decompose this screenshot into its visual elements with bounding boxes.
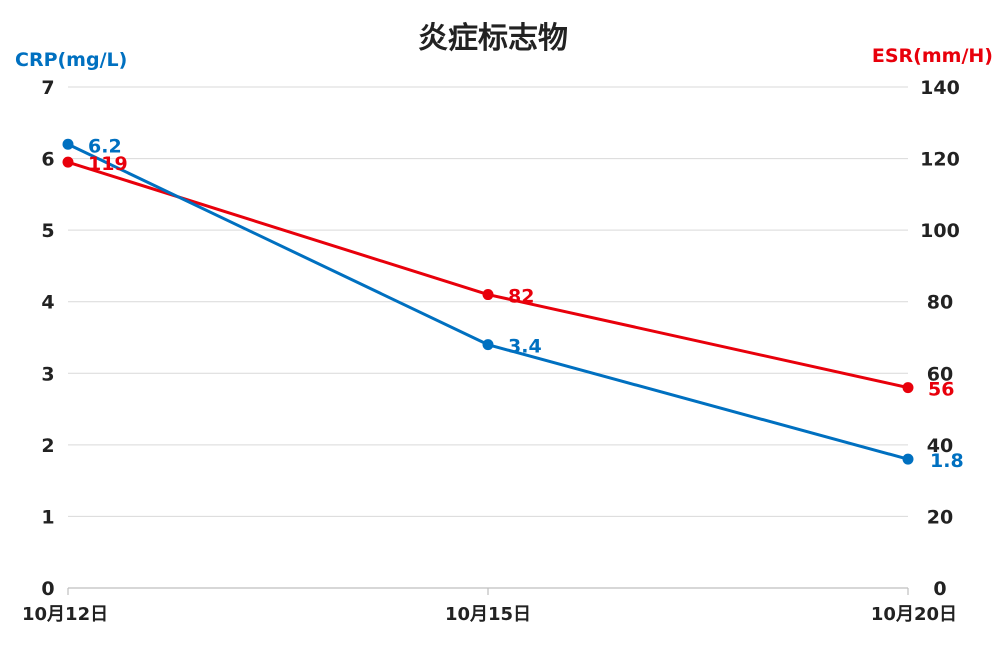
data-label-esr: 119 <box>88 153 128 175</box>
left-tick-label: 5 <box>41 220 54 242</box>
right-tick-label: 120 <box>920 149 960 171</box>
data-point-crp <box>482 339 494 351</box>
data-label-esr: 82 <box>508 286 534 308</box>
x-tick-label: 10月20日 <box>871 604 957 625</box>
left-tick-label: 6 <box>41 149 54 171</box>
data-point-crp <box>62 138 74 150</box>
left-tick-label: 1 <box>41 506 54 528</box>
x-tick-label: 10月15日 <box>445 604 531 625</box>
data-point-esr <box>482 289 494 301</box>
left-tick-label: 3 <box>41 363 54 385</box>
left-tick-label: 7 <box>41 77 54 99</box>
data-point-esr <box>902 382 914 394</box>
right-tick-label: 60 <box>927 363 953 385</box>
left-tick-label: 4 <box>41 292 54 314</box>
grid-layer <box>68 86 908 517</box>
right-tick-label: 80 <box>927 292 953 314</box>
right-tick-label: 100 <box>920 220 960 242</box>
data-point-esr <box>62 156 74 168</box>
x-tick-label: 10月12日 <box>22 604 108 625</box>
right-tick-label: 140 <box>920 77 960 99</box>
data-point-crp <box>902 453 914 465</box>
data-label-crp: 3.4 <box>508 336 542 358</box>
data-label-crp: 1.8 <box>930 450 964 472</box>
data-label-esr: 56 <box>928 379 954 401</box>
right-axis-title: ESR(mm/H) <box>872 45 993 67</box>
left-tick-label: 0 <box>41 578 54 600</box>
left-tick-label: 2 <box>41 435 54 457</box>
data-label-crp: 6.2 <box>88 135 122 157</box>
series-layer <box>62 138 914 465</box>
right-tick-label: 20 <box>927 506 953 528</box>
chart-title: 炎症标志物 <box>418 21 568 56</box>
right-tick-label: 40 <box>927 435 953 457</box>
label-layer: 119 82 56 6.2 3.4 1.8 <box>88 135 964 472</box>
right-tick-label: 0 <box>933 578 946 600</box>
left-axis-title: CRP(mg/L) <box>15 49 127 71</box>
series-line-esr <box>66 160 910 390</box>
